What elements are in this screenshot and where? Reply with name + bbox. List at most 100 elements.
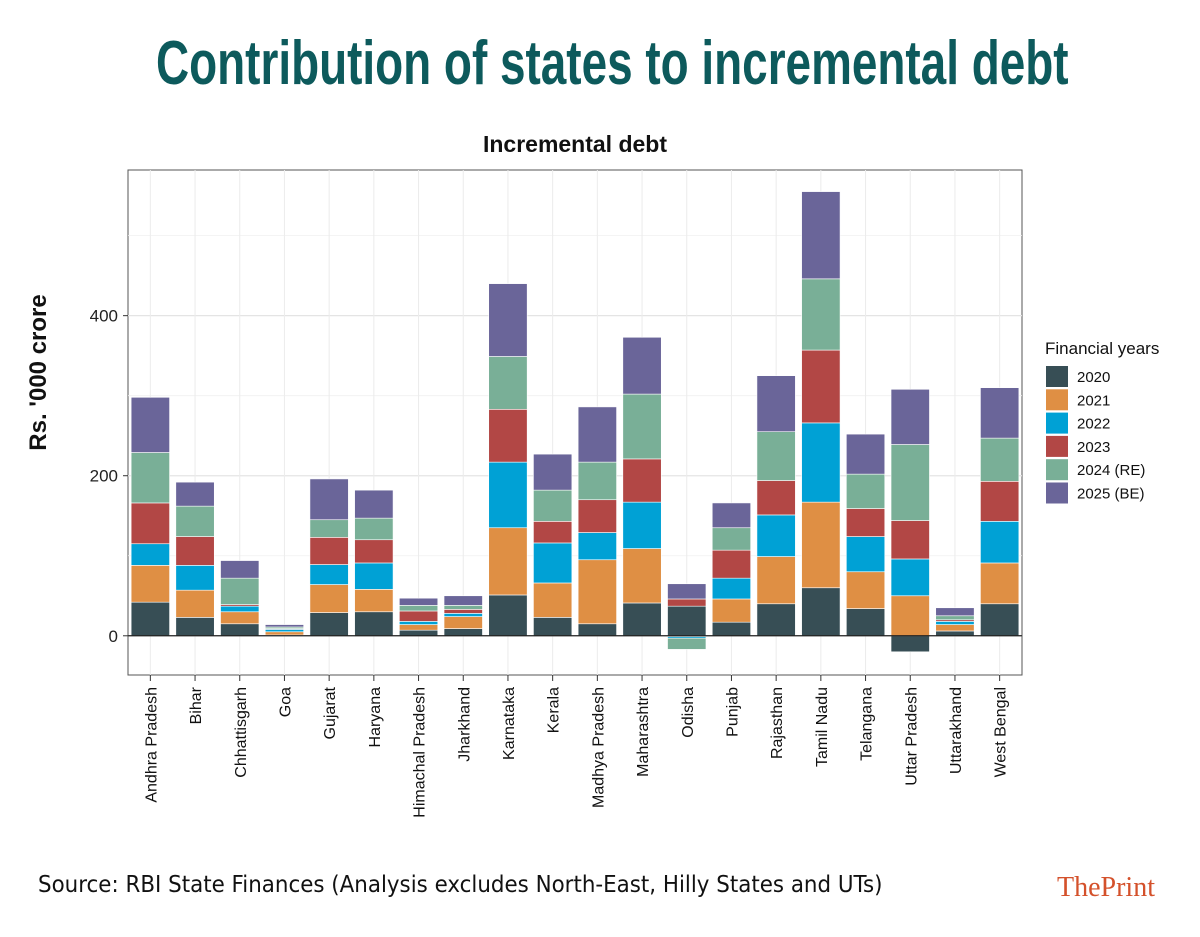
bar-segment	[622, 336, 662, 395]
bar-segment	[175, 589, 215, 618]
bar-segment	[935, 630, 975, 637]
bar-segment	[130, 396, 170, 453]
bar-segment	[711, 598, 751, 623]
bar-segment	[801, 422, 841, 503]
bar-segment	[935, 607, 975, 617]
legend-swatch	[1046, 482, 1068, 504]
bar-segment	[533, 542, 573, 584]
x-tick-label: Gujarat	[322, 686, 339, 739]
x-tick-label: Himachal Pradesh	[412, 687, 429, 818]
legend-label: 2021	[1077, 392, 1110, 409]
y-tick-label: 200	[90, 467, 118, 486]
bar-segment	[801, 587, 841, 637]
x-tick-label: Telangana	[859, 687, 876, 761]
bar-segment	[220, 605, 260, 613]
bar-segment	[488, 527, 528, 596]
bar-segment	[890, 388, 930, 445]
bar-segment	[801, 349, 841, 424]
bar-segment	[309, 519, 349, 538]
source-note: Source: RBI State Finances (Analysis exc…	[38, 872, 883, 898]
bar-segment	[890, 635, 930, 653]
bar-segment	[533, 489, 573, 522]
bar-segment	[264, 624, 304, 628]
bar-segment	[309, 612, 349, 637]
chart-title: Incremental debt	[483, 131, 667, 157]
x-tick-label: Uttar Pradesh	[903, 687, 920, 786]
legend-label: 2024 (RE)	[1077, 462, 1145, 479]
bar-segment	[130, 452, 170, 504]
bar-segment	[443, 609, 483, 614]
bar-segment	[667, 637, 707, 650]
bar-segment	[577, 406, 617, 463]
bar-segment	[801, 191, 841, 280]
x-tick-label: Punjab	[724, 687, 741, 737]
bar-segment	[443, 613, 483, 617]
bar-segment	[756, 603, 796, 637]
bar-segment	[622, 393, 662, 460]
bar-segment	[443, 605, 483, 610]
bar-segment	[220, 611, 260, 625]
bar-segment	[622, 602, 662, 637]
x-tick-label: Goa	[277, 687, 294, 717]
bar-segment	[399, 629, 439, 637]
bar-segment	[130, 502, 170, 545]
page-title: Contribution of states to incremental de…	[156, 29, 1069, 98]
bar-segment	[354, 489, 394, 519]
bar-segment	[756, 375, 796, 433]
bar-segment	[309, 564, 349, 585]
legend-label: 2020	[1077, 369, 1110, 386]
legend-title: Financial years	[1045, 339, 1159, 358]
bar-segment	[354, 562, 394, 590]
bar-segment	[175, 536, 215, 566]
bar-segment	[622, 501, 662, 549]
bar-segment	[711, 621, 751, 637]
bar-segment	[399, 597, 439, 606]
x-tick-label: Kerala	[546, 687, 563, 733]
bar-segment	[711, 549, 751, 579]
bar-segment	[354, 611, 394, 637]
bar-segment	[577, 623, 617, 637]
bar-segment	[801, 501, 841, 589]
bar-segment	[667, 583, 707, 600]
legend-label: 2023	[1077, 439, 1110, 456]
legend-swatch	[1046, 412, 1068, 434]
bar-segment	[577, 559, 617, 625]
bar-segment	[264, 629, 304, 633]
x-tick-label: Jharkhand	[456, 687, 473, 762]
bar-segment	[622, 458, 662, 503]
bar-segment	[175, 617, 215, 637]
x-tick-label: Haryana	[367, 687, 384, 748]
bar-segment	[130, 543, 170, 566]
bar-segment	[846, 571, 886, 609]
bar-segment	[533, 521, 573, 544]
bar-segment	[533, 617, 573, 637]
bar-segment	[354, 589, 394, 613]
bar-segment	[622, 548, 662, 604]
legend-label: 2022	[1077, 416, 1110, 433]
bar-segment	[667, 605, 707, 637]
theprint-logo: ThePrint	[1057, 872, 1155, 903]
bar-segment	[846, 508, 886, 537]
bar-segment	[220, 623, 260, 637]
bar-segment	[980, 603, 1020, 637]
bar-segment	[488, 408, 528, 463]
bar-segment	[846, 473, 886, 509]
y-axis-label: Rs. '000 crore	[25, 294, 52, 450]
bar-segment	[130, 565, 170, 603]
y-tick-label: 0	[109, 627, 118, 646]
x-tick-label: Andhra Pradesh	[143, 687, 160, 803]
bar-segment	[488, 461, 528, 529]
bar-segment	[130, 601, 170, 637]
bar-segment	[577, 499, 617, 533]
x-tick-label: Tamil Nadu	[814, 687, 831, 767]
bar-segment	[399, 610, 439, 622]
bar-segment	[443, 616, 483, 629]
bar-segment	[756, 556, 796, 605]
bar-segment	[980, 387, 1020, 439]
bar-segment	[935, 615, 975, 621]
bar-segment	[756, 514, 796, 557]
bar-segment	[890, 520, 930, 560]
bar-segment	[846, 433, 886, 475]
bar-segment	[399, 624, 439, 631]
bar-segment	[890, 444, 930, 521]
